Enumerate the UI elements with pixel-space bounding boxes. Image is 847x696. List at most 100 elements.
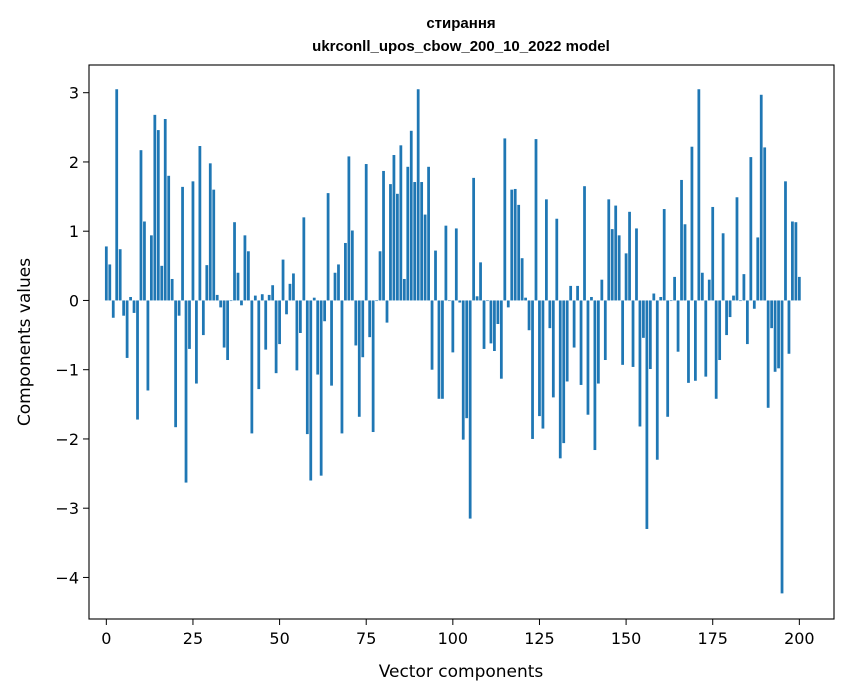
- bar-148: [617, 235, 621, 301]
- bar-161: [662, 209, 666, 301]
- bar-90: [416, 89, 420, 301]
- bar-131: [558, 300, 562, 459]
- bar-157: [648, 300, 652, 370]
- plot-frame: [88, 64, 835, 620]
- bar-18: [167, 175, 171, 301]
- bar-167: [683, 224, 687, 301]
- bar-23: [184, 300, 188, 483]
- bar-25: [191, 181, 195, 301]
- bar-20: [174, 300, 178, 428]
- bar-117: [510, 189, 514, 301]
- bar-162: [666, 300, 670, 417]
- bar-1: [108, 264, 112, 301]
- bar-34: [222, 300, 226, 348]
- bar-88: [409, 130, 413, 301]
- bar-143: [600, 279, 604, 301]
- bar-75: [364, 164, 368, 301]
- bar-166: [680, 179, 683, 301]
- bar-127: [545, 199, 548, 301]
- bar-43: [253, 295, 257, 301]
- bar-158: [652, 293, 656, 301]
- bar-41: [247, 251, 250, 301]
- bar-101: [454, 228, 458, 301]
- bar-15: [156, 130, 160, 301]
- bar-113: [496, 300, 500, 324]
- bar-9: [136, 300, 139, 420]
- bar-87: [406, 166, 410, 301]
- bar-40: [243, 235, 247, 301]
- bar-48: [271, 285, 275, 301]
- bar-83: [392, 155, 396, 301]
- bar-129: [551, 300, 555, 398]
- bar-133: [565, 300, 569, 382]
- bar-170: [694, 300, 697, 381]
- bar-199: [794, 222, 798, 301]
- x-tick-label: 75: [356, 629, 376, 648]
- bar-33: [219, 300, 223, 308]
- bar-119: [517, 204, 521, 301]
- bar-0: [104, 246, 108, 301]
- bar-147: [614, 205, 618, 301]
- bar-35: [226, 300, 229, 361]
- chart-title-line1: стирання: [426, 15, 495, 32]
- bar-155: [642, 300, 645, 338]
- bar-29: [205, 265, 209, 301]
- y-axis-label: Components values: [15, 258, 35, 426]
- bar-72: [354, 300, 358, 346]
- bar-114: [499, 300, 503, 379]
- bar-168: [687, 300, 690, 383]
- bar-54: [292, 273, 295, 301]
- bar-109: [482, 300, 486, 349]
- bar-55: [295, 300, 299, 371]
- bar-105: [468, 300, 472, 519]
- bar-182: [735, 197, 739, 301]
- bar-174: [707, 279, 711, 301]
- bar-70: [347, 156, 351, 301]
- bar-106: [472, 177, 476, 301]
- bar-22: [181, 186, 184, 301]
- bar-38: [236, 272, 240, 301]
- bar-69: [344, 242, 347, 301]
- bar-154: [638, 300, 642, 427]
- bar-179: [725, 300, 728, 336]
- bar-58: [305, 300, 309, 435]
- bar-100: [451, 300, 455, 353]
- bar-11: [143, 221, 146, 301]
- bar-140: [590, 296, 593, 301]
- bar-189: [759, 94, 763, 301]
- y-tick-label: 1: [69, 222, 79, 241]
- bar-197: [787, 300, 791, 354]
- bar-181: [732, 295, 735, 301]
- x-axis-label: Vector components: [379, 662, 544, 682]
- bar-120: [520, 258, 524, 301]
- y-tick-label: −1: [55, 361, 79, 380]
- bar-17: [163, 119, 167, 301]
- bar-71: [350, 230, 354, 301]
- bar-108: [479, 262, 482, 301]
- bars-group: [104, 89, 801, 594]
- bar-195: [780, 300, 784, 594]
- bar-104: [465, 300, 469, 419]
- x-tick-label: 125: [524, 629, 555, 648]
- bar-24: [188, 300, 191, 349]
- bar-47: [267, 294, 271, 301]
- x-tick-label: 50: [269, 629, 289, 648]
- bar-5: [122, 300, 126, 316]
- bar-66: [333, 272, 337, 301]
- x-tick-label: 200: [784, 629, 815, 648]
- bar-97: [441, 300, 444, 399]
- bar-164: [673, 276, 676, 301]
- bar-62: [319, 300, 323, 476]
- bar-150: [624, 253, 628, 301]
- bar-198: [791, 221, 794, 301]
- bar-68: [340, 300, 344, 434]
- bar-191: [766, 300, 770, 408]
- bar-82: [389, 184, 392, 301]
- bar-102: [458, 300, 462, 303]
- bar-27: [198, 146, 202, 301]
- y-tick-label: −4: [55, 568, 79, 587]
- bar-13: [149, 235, 153, 301]
- bar-142: [596, 300, 600, 384]
- bar-135: [572, 300, 576, 348]
